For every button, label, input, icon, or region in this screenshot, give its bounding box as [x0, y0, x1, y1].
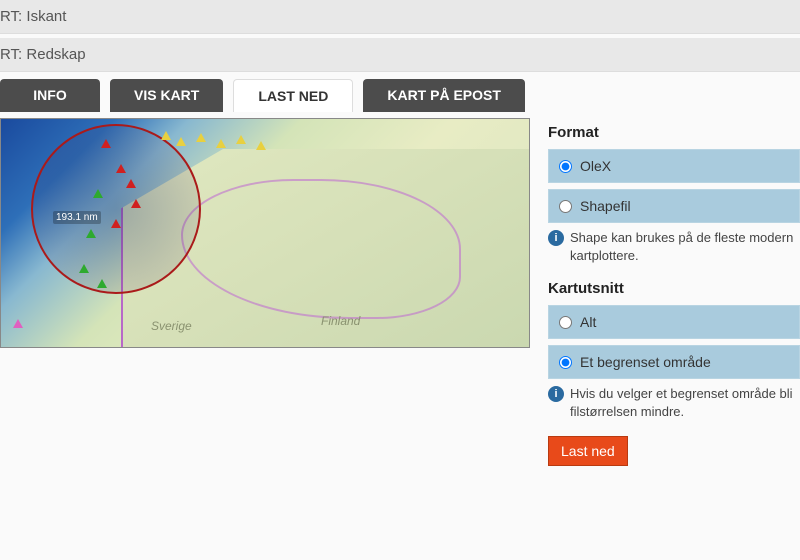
- format-radio-shapefil[interactable]: [559, 200, 572, 213]
- kart-help-text: Hvis du velger et begrenset område bli f…: [570, 385, 800, 420]
- sidebar: Format OleX Shapefil i Shape kan brukes …: [548, 118, 800, 466]
- header-band-iskant: RT: Iskant: [0, 0, 800, 34]
- map-marker[interactable]: [97, 279, 107, 288]
- map-marker[interactable]: [196, 133, 206, 142]
- header-prefix: RT:: [0, 8, 22, 25]
- header-band-redskap: RT: Redskap: [0, 38, 800, 72]
- kart-label-begrenset: Et begrenset område: [580, 354, 711, 370]
- header-prefix-2: RT:: [0, 46, 22, 63]
- tabs: INFO VIS KART LAST NED KART PÅ EPOST: [0, 72, 800, 112]
- header-value: Iskant: [26, 8, 66, 25]
- kart-help: i Hvis du velger et begrenset område bli…: [548, 385, 800, 420]
- download-button[interactable]: Last ned: [548, 436, 628, 466]
- tab-info[interactable]: INFO: [0, 79, 100, 112]
- map-marker[interactable]: [79, 264, 89, 273]
- map-marker[interactable]: [176, 137, 186, 146]
- format-option-olex[interactable]: OleX: [548, 149, 800, 183]
- map-marker[interactable]: [13, 319, 23, 328]
- format-title: Format: [548, 124, 800, 141]
- kart-radio-alt[interactable]: [559, 316, 572, 329]
- map-marker[interactable]: [236, 135, 246, 144]
- map-marker[interactable]: [93, 189, 103, 198]
- header-value-2: Redskap: [26, 46, 85, 63]
- map-marker[interactable]: [126, 179, 136, 188]
- kart-radio-begrenset[interactable]: [559, 356, 572, 369]
- format-label-shapefil: Shapefil: [580, 198, 631, 214]
- kart-option-alt[interactable]: Alt: [548, 305, 800, 339]
- info-icon: i: [548, 230, 564, 246]
- map-column: Sverige Finland 193.1 nm: [0, 118, 530, 466]
- format-help-text: Shape kan brukes på de fleste modern kar…: [570, 229, 800, 264]
- map-preview[interactable]: Sverige Finland 193.1 nm: [0, 118, 530, 348]
- tab-viskart[interactable]: VIS KART: [110, 79, 223, 112]
- map-radius-circle[interactable]: 193.1 nm: [31, 124, 201, 294]
- format-help: i Shape kan brukes på de fleste modern k…: [548, 229, 800, 264]
- content: Sverige Finland 193.1 nm Format OleX Sha…: [0, 112, 800, 466]
- kart-label-alt: Alt: [580, 314, 596, 330]
- map-marker[interactable]: [101, 139, 111, 148]
- map-marker[interactable]: [131, 199, 141, 208]
- tab-lastned[interactable]: LAST NED: [233, 79, 353, 112]
- kartutsnitt-title: Kartutsnitt: [548, 280, 800, 297]
- format-option-shapefil[interactable]: Shapefil: [548, 189, 800, 223]
- tab-epost[interactable]: KART PÅ EPOST: [363, 79, 525, 112]
- country-label-sweden: Sverige: [151, 319, 192, 333]
- map-marker[interactable]: [161, 131, 171, 140]
- format-label-olex: OleX: [580, 158, 611, 174]
- map-radius-text: 193.1 nm: [53, 211, 101, 224]
- map-marker[interactable]: [216, 139, 226, 148]
- country-label-finland: Finland: [321, 314, 360, 328]
- map-marker[interactable]: [86, 229, 96, 238]
- map-marker[interactable]: [111, 219, 121, 228]
- info-icon: i: [548, 386, 564, 402]
- map-marker[interactable]: [116, 164, 126, 173]
- kart-option-begrenset[interactable]: Et begrenset område: [548, 345, 800, 379]
- format-radio-olex[interactable]: [559, 160, 572, 173]
- map-marker[interactable]: [256, 141, 266, 150]
